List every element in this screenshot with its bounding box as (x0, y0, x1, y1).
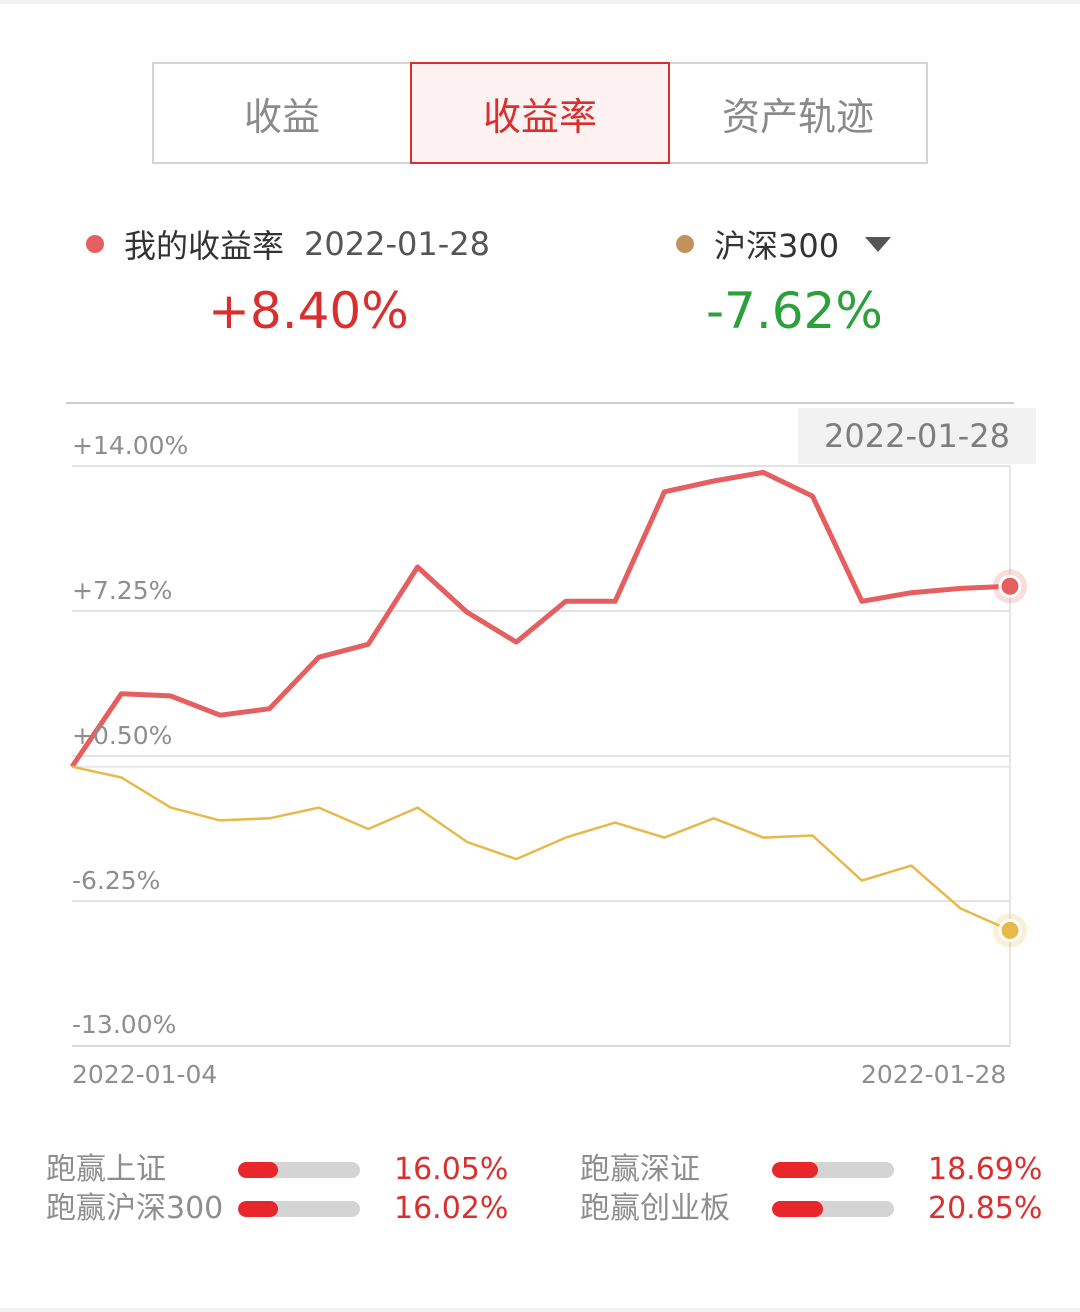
index-line (71, 765, 1011, 932)
compare-shenzhen: 跑赢深证 18.69% (580, 1150, 1050, 1190)
compare-bar (772, 1201, 894, 1217)
compare-pct: 16.02% (394, 1191, 509, 1226)
my-return-line (69, 469, 1011, 769)
legend-index[interactable]: 沪深300 (676, 222, 892, 266)
compare-bar-fill (772, 1201, 824, 1217)
x-end-label: 2022-01-28 (861, 1060, 1007, 1089)
compare-label: 跑赢沪深300 (46, 1191, 224, 1226)
compare-bar (238, 1201, 360, 1217)
legend-my-return: 我的收益率 2022-01-28 (86, 222, 490, 266)
y-tick-label: +0.50% (72, 721, 173, 750)
y-tick-label: +14.00% (72, 431, 189, 460)
index-return-value: -7.62% (706, 282, 883, 340)
compare-bar (772, 1162, 894, 1178)
chart-date-tooltip: 2022-01-28 (798, 408, 1036, 464)
compare-label: 跑赢创业板 (580, 1191, 730, 1226)
tab-asset-track[interactable]: 资产轨迹 (668, 62, 928, 164)
compare-pct: 18.69% (928, 1152, 1043, 1187)
y-tick-label: +7.25% (72, 576, 173, 605)
index-label: 沪深300 (714, 227, 840, 265)
my-return-end-dot (998, 574, 1022, 598)
view-tabs: 收益 收益率 资产轨迹 (152, 62, 928, 164)
compare-label: 跑赢上证 (46, 1152, 166, 1187)
chart-canvas (66, 402, 1027, 1047)
my-return-label: 我的收益率 (124, 227, 285, 265)
top-divider (0, 0, 1080, 4)
compare-pct: 20.85% (928, 1191, 1043, 1226)
index-dot-icon (676, 235, 694, 253)
tab-return-rate[interactable]: 收益率 (410, 62, 670, 164)
index-end-dot (998, 918, 1022, 942)
my-return-dot-icon (86, 235, 104, 253)
return-chart[interactable]: 2022-01-28 +14.00% +7.25% +0.50% -6.25% … (0, 392, 1080, 1102)
dropdown-triangle-icon[interactable] (865, 236, 892, 252)
tab-income[interactable]: 收益 (152, 62, 412, 164)
compare-label: 跑赢深证 (580, 1152, 700, 1187)
compare-chinext: 跑赢创业板 20.85% (580, 1189, 1050, 1229)
y-tick-label: -13.00% (72, 1010, 177, 1039)
compare-bar (238, 1162, 360, 1178)
y-tick-label: -6.25% (72, 866, 161, 895)
x-start-label: 2022-01-04 (72, 1060, 218, 1089)
compare-bar-fill (772, 1162, 819, 1178)
my-return-value: +8.40% (208, 282, 409, 340)
my-return-date: 2022-01-28 (304, 225, 490, 263)
compare-bar-fill (238, 1162, 279, 1178)
compare-csi300: 跑赢沪深300 16.02% (46, 1189, 516, 1229)
bottom-divider (0, 1308, 1080, 1312)
compare-shanghai: 跑赢上证 16.05% (46, 1150, 516, 1190)
compare-pct: 16.05% (394, 1152, 509, 1187)
compare-bar-fill (238, 1201, 279, 1217)
